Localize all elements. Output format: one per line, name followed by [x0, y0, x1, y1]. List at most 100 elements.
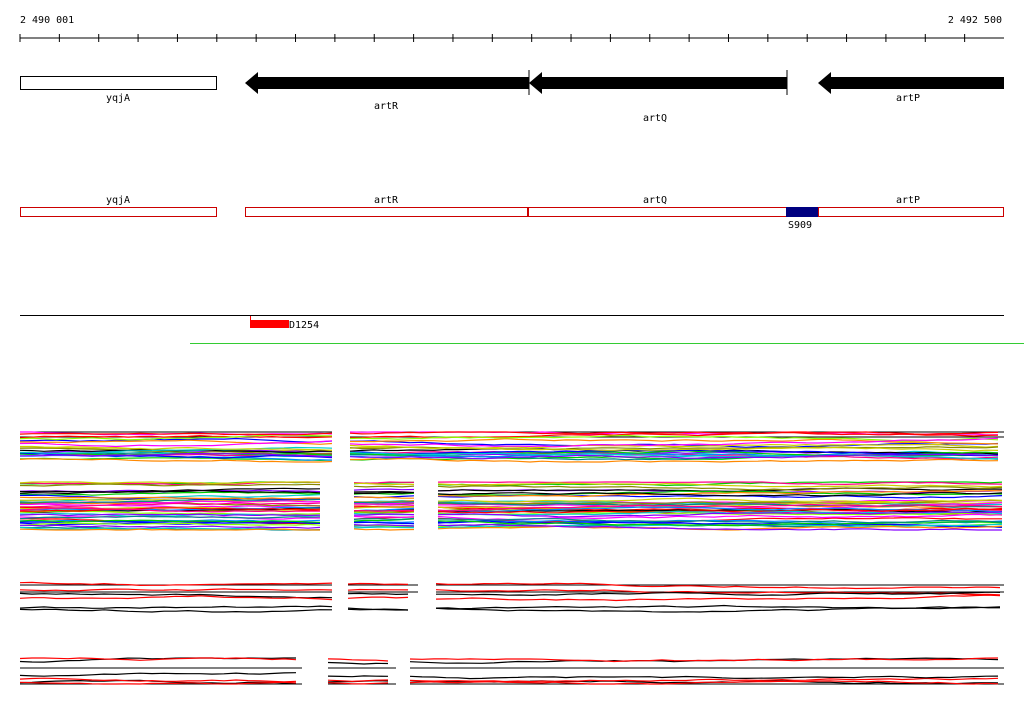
profile-line [353, 515, 415, 518]
profile-line [19, 528, 320, 531]
profile-line [19, 489, 321, 495]
profile-line [353, 506, 415, 509]
profile-line [437, 482, 1003, 488]
profile-line [436, 591, 1001, 597]
profile-line [437, 485, 1003, 492]
profile-line [347, 592, 409, 596]
ruler-ticks [19, 34, 966, 42]
profile-line [19, 524, 321, 529]
gene-arrow [818, 72, 1004, 94]
gene-label: yqjA [106, 93, 130, 104]
profile-line [353, 496, 414, 499]
feature-box [818, 207, 1004, 217]
profile-line [19, 457, 333, 463]
profile-line [409, 680, 999, 685]
profile-line [354, 501, 415, 504]
profile-line [19, 434, 333, 439]
profile-line [19, 605, 333, 609]
profile-line [19, 677, 297, 683]
profile-line [409, 675, 999, 680]
profile-line [19, 515, 321, 520]
profile-line [353, 528, 415, 531]
gene-arrow [529, 72, 787, 94]
profile-line [353, 502, 415, 505]
profile-line [19, 592, 333, 599]
ruler-end: 2 492 500 [948, 15, 1002, 26]
profile-line [437, 489, 1003, 498]
profile-line [353, 491, 415, 495]
profile-line [327, 675, 389, 678]
profile-line [19, 657, 297, 661]
profile-line [19, 494, 321, 502]
profile-line [19, 432, 333, 436]
profile-line [353, 485, 415, 488]
profile-line [353, 524, 415, 527]
profile-line [19, 672, 297, 677]
ruler-start: 2 490 001 [20, 15, 74, 26]
profile-line [349, 431, 999, 437]
profile-line [349, 437, 999, 448]
profile-line [349, 451, 999, 460]
profile-line [353, 488, 415, 491]
gene-label: artP [896, 93, 920, 104]
profile-line [353, 517, 415, 520]
profile-line [19, 502, 321, 509]
feature-box [245, 207, 528, 217]
profile-line [349, 449, 999, 457]
profile-line [327, 682, 389, 685]
profile-line [19, 595, 333, 601]
profile-line [437, 520, 1003, 527]
profile-line [19, 581, 333, 587]
profile-line [19, 519, 321, 523]
profile-panels [19, 431, 1004, 685]
marker-box [250, 320, 289, 328]
profile-line [19, 681, 297, 685]
profile-line [353, 511, 415, 514]
profile-line [327, 658, 389, 662]
feature-label: artR [374, 195, 399, 206]
profile-line [435, 589, 1001, 596]
profile-line [350, 457, 999, 463]
profile-line [437, 492, 1003, 497]
profile-line [409, 677, 999, 683]
profile-line [353, 482, 415, 486]
profile-line [327, 679, 389, 683]
profile-line [409, 657, 999, 663]
profile-line [19, 437, 333, 443]
marker-label: S909 [788, 220, 812, 231]
profile-line [353, 526, 415, 529]
profile-line [19, 446, 333, 454]
profile-line [19, 522, 321, 526]
feature-box [20, 207, 217, 217]
profile-line [19, 440, 333, 448]
profile-line [437, 511, 1003, 518]
profile-line [354, 513, 415, 516]
profile-line [19, 452, 333, 458]
gene-arrow [245, 72, 529, 94]
profile-line [435, 582, 1001, 590]
profile-line [20, 507, 321, 512]
profile-line [19, 483, 321, 487]
profile-line [327, 661, 389, 665]
feature-label: artQ [643, 195, 667, 206]
profile-line [19, 502, 321, 508]
profile-line [350, 438, 999, 445]
profile-line [437, 503, 1003, 512]
profile-line [353, 509, 414, 512]
profile-line [347, 582, 409, 585]
profile-line [437, 523, 1002, 531]
profile-line [349, 444, 999, 452]
gene-box [20, 76, 217, 90]
profile-line [435, 606, 1001, 613]
profile-line [349, 440, 999, 448]
profile-line [437, 508, 1003, 513]
gene-label: artR [374, 101, 399, 112]
profile-line [437, 499, 1003, 505]
profile-line [19, 496, 321, 500]
profile-line [19, 498, 321, 504]
profile-line [347, 588, 409, 591]
profile-line [353, 490, 415, 494]
profile-line [19, 507, 320, 513]
feature-label: yqjA [106, 195, 130, 206]
